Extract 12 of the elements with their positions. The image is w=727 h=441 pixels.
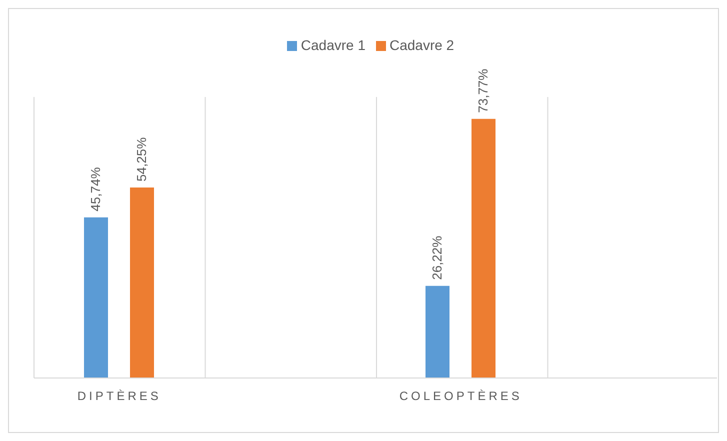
data-label: 54,25% — [134, 136, 149, 182]
bar — [84, 217, 108, 378]
bar — [426, 286, 450, 378]
data-label: 26,22% — [430, 235, 444, 280]
legend-label: Cadavre 1 — [300, 37, 366, 53]
legend-label: Cadavre 2 — [390, 37, 454, 53]
bar — [472, 118, 496, 378]
data-label: 45,74% — [88, 166, 103, 212]
data-label: 73,77% — [476, 68, 490, 113]
x-tick-label: COLEOPTÈRES — [399, 389, 522, 403]
x-tick-label: DIPTÈRES — [77, 389, 162, 403]
bar — [130, 187, 154, 378]
